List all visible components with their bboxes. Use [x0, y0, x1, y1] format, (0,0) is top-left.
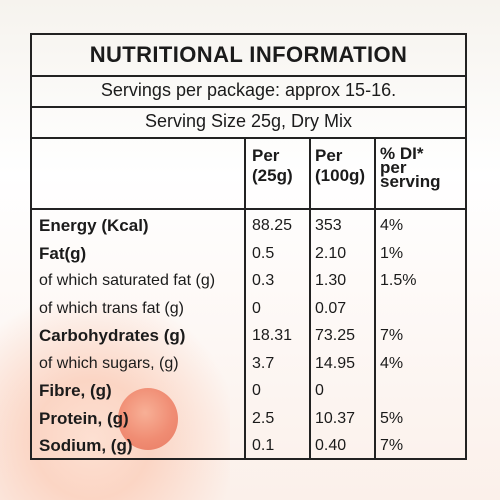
servings-per-package: Servings per package: approx 15-16.: [32, 75, 465, 108]
value-per-25g: 3.7: [252, 354, 275, 372]
column-header-daily-intake: % DI* per serving: [380, 144, 441, 191]
value-per-25g: 0.3: [252, 272, 275, 289]
nutrient-row: of which sugars, (g) 3.7 14.95 4%: [32, 350, 465, 377]
nutrient-label: Energy (Kcal): [39, 216, 149, 235]
value-daily-intake: 1%: [380, 244, 404, 262]
column-header-per-100g: Per (100g): [315, 146, 366, 185]
value-per-25g: 18.31: [252, 327, 293, 344]
nutrient-row: of which trans fat (g) 0 0.07: [32, 295, 465, 322]
value-per-100g: 1.30: [315, 272, 347, 289]
value-per-100g: 0.40: [315, 437, 347, 454]
value-per-25g: 0: [252, 382, 261, 399]
nutrient-label: Fat(g): [39, 243, 87, 263]
value-daily-intake: 4%: [380, 217, 404, 234]
value-per-25g: 2.5: [252, 409, 275, 427]
column-divider-3: [374, 137, 376, 458]
nutrient-row: Fibre, (g) 0 0: [32, 377, 465, 404]
value-per-25g: 0: [252, 299, 261, 317]
nutrient-label: Fibre, (g): [39, 381, 112, 400]
nutrient-label: Sodium, (g): [39, 436, 133, 455]
nutrient-row: Energy (Kcal) 88.25 353 4%: [32, 212, 465, 239]
value-per-100g: 73.25: [315, 327, 356, 344]
nutrient-row: Fat(g) 0.5 2.10 1%: [32, 240, 465, 267]
panel-title: NUTRITIONAL INFORMATION: [32, 35, 465, 77]
value-per-100g: 10.37: [315, 409, 356, 427]
value-per-100g: 14.95: [315, 354, 356, 372]
nutrient-row: Sodium, (g) 0.1 0.40 7%: [32, 432, 465, 459]
serving-size: Serving Size 25g, Dry Mix: [32, 106, 465, 139]
nutrient-label: Carbohydrates (g): [39, 326, 186, 345]
nutrition-panel: NUTRITIONAL INFORMATION Servings per pac…: [30, 33, 467, 460]
decorative-blob: [118, 388, 178, 450]
header-divider: [32, 208, 465, 210]
value-daily-intake: 7%: [380, 437, 404, 454]
nutrient-label: of which saturated fat (g): [39, 272, 216, 289]
value-per-100g: 0.07: [315, 299, 347, 317]
value-daily-intake: 1.5%: [380, 272, 417, 289]
nutrient-row: of which saturated fat (g) 0.3 1.30 1.5%: [32, 267, 465, 294]
nutrient-label: of which sugars, (g): [39, 354, 179, 372]
value-per-100g: 0: [315, 382, 324, 399]
value-per-100g: 353: [315, 217, 342, 234]
column-divider-2: [309, 137, 311, 458]
value-daily-intake: 7%: [380, 327, 404, 344]
value-per-25g: 0.1: [252, 437, 275, 454]
nutrient-row: Carbohydrates (g) 18.31 73.25 7%: [32, 322, 465, 349]
nutrient-row: Protein, (g) 2.5 10.37 5%: [32, 405, 465, 432]
value-daily-intake: 5%: [380, 409, 404, 427]
value-per-100g: 2.10: [315, 244, 347, 262]
value-per-25g: 88.25: [252, 217, 293, 234]
nutrient-label: of which trans fat (g): [39, 299, 184, 317]
value-per-25g: 0.5: [252, 244, 275, 262]
value-daily-intake: 4%: [380, 354, 404, 372]
column-header-per-25g: Per (25g): [252, 146, 293, 185]
nutrient-label: Protein, (g): [39, 408, 129, 428]
column-divider-1: [244, 137, 246, 458]
background-peach-tint: [0, 300, 230, 500]
